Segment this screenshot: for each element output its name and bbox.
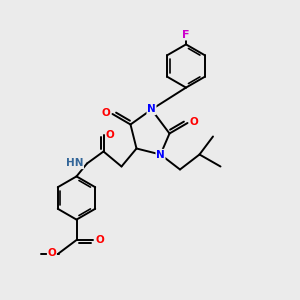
Text: N: N (147, 104, 156, 115)
Text: O: O (101, 107, 110, 118)
Text: N: N (156, 149, 165, 160)
Text: F: F (182, 30, 190, 40)
Text: O: O (106, 130, 115, 140)
Text: O: O (190, 116, 199, 127)
Text: O: O (47, 248, 56, 259)
Text: HN: HN (66, 158, 83, 169)
Text: O: O (95, 235, 104, 245)
